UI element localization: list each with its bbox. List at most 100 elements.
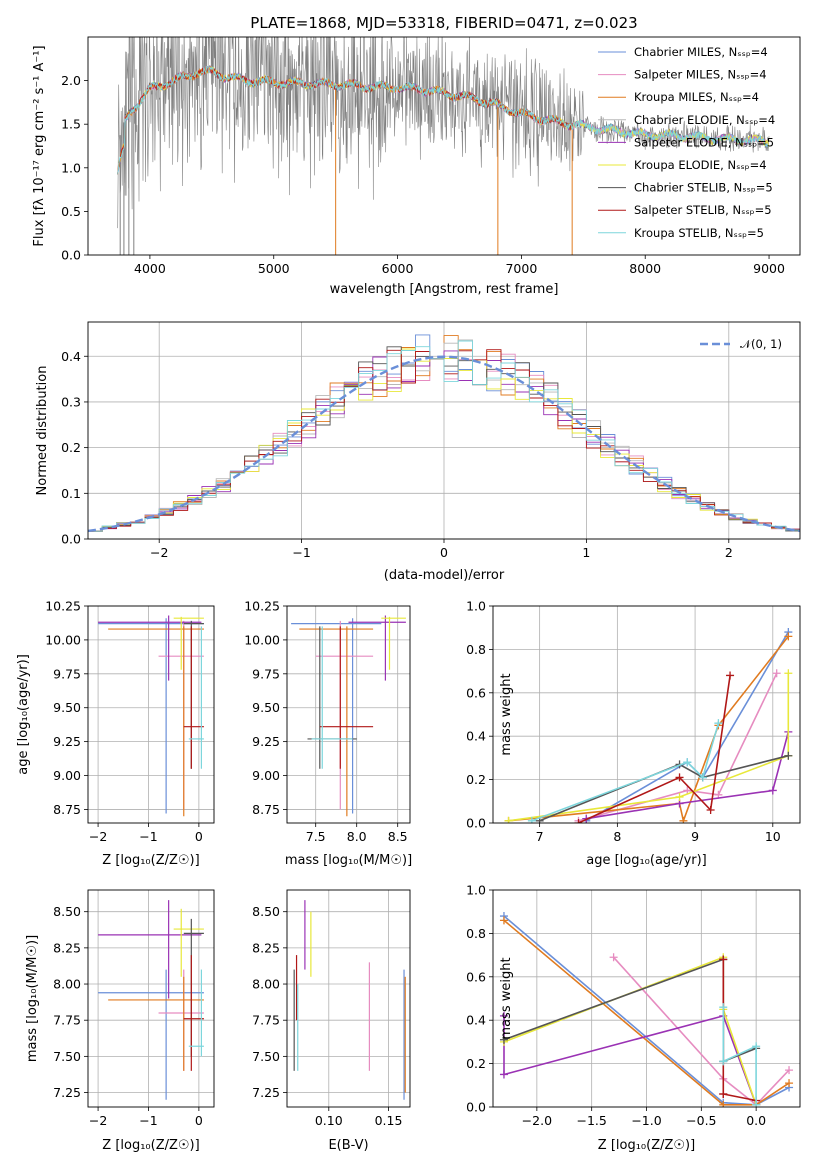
y-tick-label: 9.50 [252,700,280,715]
x-tick-label: 8 [613,829,621,844]
weight-point [784,751,793,760]
y-tick-label: 8.75 [53,802,81,817]
weight-point [706,805,715,814]
weight-point [772,669,781,678]
y-tick-label: 7.50 [53,1049,81,1064]
x-axis-label: age [log₁₀(age/yr)] [586,853,707,868]
weight-point [675,773,684,782]
x-tick-label: −1 [292,545,310,560]
weight-series-line [586,731,790,820]
y-tick-label: 8.00 [252,977,280,992]
weight-point [527,816,536,823]
x-tick-label: 6000 [382,261,414,276]
weight-point [683,758,692,767]
x-tick-label: 0.10 [315,1113,343,1128]
y-tick-label: 8.75 [252,802,280,817]
residual-histogram [88,350,800,532]
weight-point [499,1035,508,1044]
x-tick-label: −0.5 [686,1113,716,1128]
y-axis-label: mass weight [499,957,514,1039]
x-tick-label: 7.5 [306,829,326,844]
x-tick-label: 8.0 [347,829,367,844]
y-tick-label: 1.5 [61,117,81,132]
x-axis-label: mass [log₁₀(M/M☉)] [285,853,412,868]
legend-entry: 𝒩(0, 1) [740,337,782,351]
plot-area [98,615,204,817]
x-axis-label: (data-model)/error [384,568,505,583]
chart-mass-vs-ebv: 0.10 0.15 7.25 7.50 7.75 8.00 8.25 8.50 E(B-V) [252,889,411,1153]
x-tick-label: 7 [536,829,544,844]
normal-curve [88,355,800,533]
y-tick-label: 0.5 [61,204,81,219]
legend-entry: Salpeter STELIB, Nₛₛₚ=5 [634,203,772,217]
legend-entry: Kroupa ELODIE, Nₛₛₚ=4 [634,158,767,172]
y-tick-label: 9.00 [53,768,81,783]
x-tick-label: −1.0 [631,1113,661,1128]
y-tick-label: 0.6 [466,969,486,984]
chart-age-vs-mass: 7.5 8.0 8.5 8.75 9.00 9.25 9.50 9.75 10.00 10.25 m… [244,599,412,869]
x-tick-label: 0 [195,1113,203,1128]
axes-frame [87,321,801,540]
y-tick-label: 7.25 [53,1085,81,1100]
y-tick-label: 9.00 [252,768,280,783]
plot-area [499,912,794,1107]
y-tick-label: 0.8 [466,926,486,941]
x-tick-label: 5000 [258,261,290,276]
weight-series-line [722,1007,757,1105]
plot-area [293,900,406,1100]
chart-title: PLATE=1868, MJD=53318, FIBERID=0471, z=0… [250,14,637,32]
x-tick-label: 0 [440,545,448,560]
x-tick-label: −1.5 [576,1113,606,1128]
x-tick-label: 4000 [134,261,166,276]
x-tick-label: 2 [725,545,733,560]
y-tick-label: 0.4 [466,729,486,744]
x-tick-label: 9 [691,829,699,844]
axes-frame [492,889,801,1108]
y-axis-label: Flux [fλ 10⁻¹⁷ erg cm⁻² s⁻¹ A⁻¹] [32,45,47,246]
weight-series-line [613,956,790,1106]
weight-point [499,1070,508,1079]
x-tick-label: −2 [89,829,107,844]
y-tick-label: 0.8 [466,642,486,657]
weight-point [719,1003,728,1012]
x-tick-label: 0.15 [375,1113,403,1128]
plot-area [98,900,204,1100]
weight-point [719,1100,728,1107]
plot-area [117,37,770,255]
y-tick-label: 10.25 [45,599,81,614]
y-axis-label: mass [log₁₀(M/M☉)] [25,935,40,1062]
axes-frame [87,889,215,1108]
x-tick-label: 0 [195,829,203,844]
weight-series-line [508,635,789,823]
x-axis-label: Z [log₁₀(Z/Z☉)] [598,1138,695,1153]
plot-area [88,334,800,533]
observed-spectrum [117,37,770,229]
weight-point [752,1042,761,1051]
weight-series-line [508,673,790,822]
legend-entry: Chabrier MILES, Nₛₛₚ=4 [634,45,768,59]
weight-point [504,816,513,823]
x-axis-label: E(B-V) [328,1138,368,1153]
y-tick-label: 0.2 [61,440,81,455]
y-tick-label: 0.2 [466,1056,486,1071]
weight-point [785,1079,794,1088]
y-tick-label: 7.75 [53,1013,81,1028]
weight-series-line [578,672,778,822]
weight-point [609,953,618,962]
x-axis-label: wavelength [Angstrom, rest frame] [330,282,559,297]
x-tick-label: −1 [139,829,157,844]
axes-frame [492,605,801,824]
y-tick-label: 0.2 [466,772,486,787]
x-tick-label: 1 [582,545,590,560]
weight-point [784,669,793,678]
y-tick-label: 0.6 [466,685,486,700]
y-tick-label: 0.0 [466,1100,486,1115]
weight-point [698,773,707,782]
y-tick-label: 8.25 [53,940,81,955]
weight-point [714,719,723,728]
weight-point [679,816,688,823]
y-axis-label: mass weight [499,673,514,755]
weight-point [719,1057,728,1066]
weight-series-line [503,919,790,1106]
